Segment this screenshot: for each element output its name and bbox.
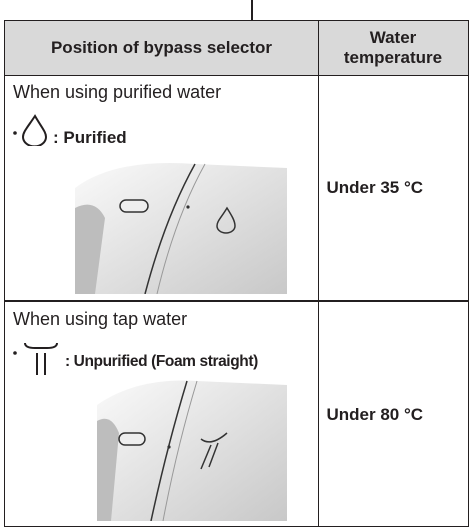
- temperature-text: Under 35 °C: [327, 178, 424, 198]
- setting-text: : Purified: [53, 128, 127, 148]
- header-cell: Water temperature: [318, 20, 469, 76]
- unpurified-icon: [13, 341, 63, 377]
- header-cell: Position of bypass selector: [4, 20, 319, 76]
- header-text: Water temperature: [338, 28, 448, 68]
- page: {"table": {"header": ["Position of bypas…: [0, 0, 470, 525]
- header-text: Position of bypass selector: [51, 38, 272, 58]
- mode-text: When using purified water: [13, 82, 221, 103]
- selector-illustration: [97, 377, 287, 521]
- table-cell: When using purified water : Purified: [4, 75, 319, 302]
- table-cell: Under 80 °C: [318, 300, 469, 527]
- table-cell: When using tap water : Unpurified (Foam …: [4, 300, 319, 527]
- table-cell: Under 35 °C: [318, 75, 469, 302]
- mode-text: When using tap water: [13, 309, 187, 330]
- purified-icon: [13, 112, 53, 146]
- temperature-text: Under 80 °C: [327, 405, 424, 425]
- setting-text: : Unpurified (Foam straight): [65, 353, 258, 371]
- selector-illustration: [75, 158, 287, 294]
- leader-line: [251, 0, 253, 20]
